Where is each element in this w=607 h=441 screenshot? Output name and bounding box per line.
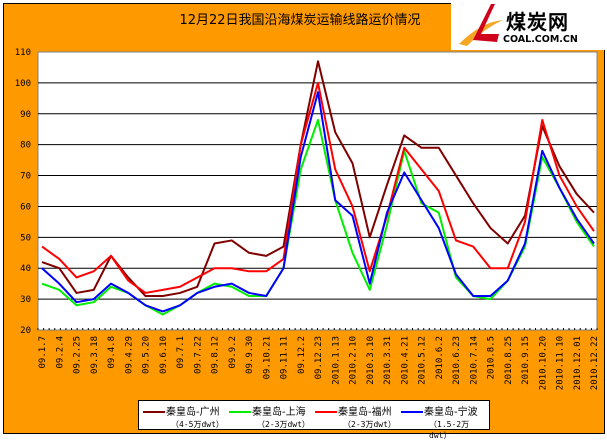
x-tick-label: 2010.6.2 [435,336,445,379]
legend-label: 秦皇岛-宁波 [424,407,478,418]
logo-mark-icon [459,4,503,46]
legend: 秦皇岛-广州 （4-5万dwt） 秦皇岛-上海 （2-3万dwt） 秦皇岛-福州 （2-3… [138,400,490,440]
x-tick-label: 2010.8.5 [487,336,497,379]
x-tick-label: 2010.8.25 [504,336,514,385]
x-tick-label: 2010.3.31 [383,336,393,385]
x-tick-label: 09.9.30 [245,336,255,374]
x-tick-label: 09.2.25 [73,336,83,374]
x-tick-label: 2010.2.10 [349,336,359,385]
x-tick-label: 2010.12.22 [590,336,600,390]
x-tick-label: 2010.5.12 [418,336,428,385]
y-tick-label: 110 [15,48,31,58]
x-tick-label: 09.1.7 [38,336,48,369]
x-tick-label: 09.4.29 [124,336,134,374]
legend-item: 秦皇岛-上海 （2-3万dwt） [229,403,315,430]
x-tick-label: 09.11.11 [280,336,290,379]
legend-sublabel: （1.5-2万dwt） [429,420,470,440]
x-tick-label: 2010.9.15 [521,336,531,385]
x-tick-label: 09.10.21 [262,336,272,379]
legend-swatch [229,411,251,413]
series-line-3 [41,81,595,294]
x-tick-label: 2010.6.23 [452,336,462,385]
x-tick-label: 09.6.10 [159,336,169,374]
x-tick-label: 09.2.4 [55,336,65,369]
x-tick-label: 2010.3.10 [366,336,376,385]
legend-sublabel: （2-3万dwt） [343,420,396,429]
x-tick-label: 09.3.18 [90,336,100,374]
y-tick-label: 90 [20,110,31,120]
y-tick-label: 60 [20,202,31,212]
series-line-4 [41,91,595,313]
x-tick-label: 09.12.23 [314,336,324,379]
legend-item: 秦皇岛-广州 （4-5万dwt） [143,403,229,430]
logo-text: 煤炭网 [506,10,569,34]
legend-label: 秦皇岛-广州 [166,407,220,418]
legend-swatch [401,411,423,413]
chart-title: 12月22日我国沿海煤炭运输线路运价情况 [179,13,421,28]
x-tick-label: 2010.7.14 [469,336,479,385]
legend-item: 秦皇岛-福州 （2-3万dwt） [315,403,401,430]
legend-swatch [143,411,165,413]
legend-swatch [315,411,337,413]
y-tick-label: 30 [20,295,31,305]
legend-label: 秦皇岛-福州 [338,407,392,418]
x-tick-label: 09.7.1 [176,336,186,369]
logo-domain: COAL.COM.CN [503,34,578,45]
y-tick-label: 70 [20,172,31,182]
x-tick-label: 2010.12.01 [573,336,583,390]
x-tick-label: 2010.1.13 [331,336,341,385]
x-tick-label: 09.7.22 [193,336,203,374]
x-tick-label: 09.8.12 [211,336,221,374]
x-tick-label: 2010.10.20 [538,336,548,390]
y-tick-label: 20 [20,326,31,336]
logo: 煤炭网 COAL.COM.CN [451,0,607,50]
legend-label: 秦皇岛-上海 [252,407,306,418]
x-tick-label: 09.5.20 [142,336,152,374]
x-tick-label: 2010.4.21 [400,336,410,385]
x-tick-label: 09.12.2 [297,336,307,374]
y-tick-label: 80 [20,141,31,151]
legend-item: 秦皇岛-宁波 （1.5-2万dwt） [401,403,487,441]
x-tick-label: 2010.11.10 [556,336,566,390]
y-tick-label: 100 [15,79,31,89]
x-tick-label: 09.9.2 [228,336,238,369]
legend-sublabel: （4-5万dwt） [171,420,224,429]
legend-sublabel: （2-3万dwt） [257,420,310,429]
y-tick-label: 50 [20,233,31,243]
x-tick-label: 09.4.8 [107,336,117,369]
y-tick-label: 40 [20,264,31,274]
